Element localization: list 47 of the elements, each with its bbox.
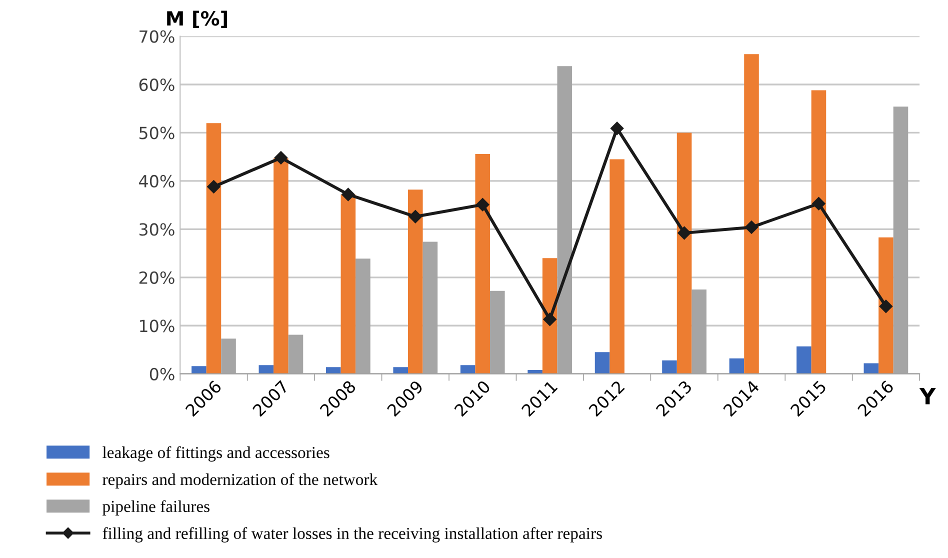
y-tick-label: 20%: [139, 271, 174, 284]
y-tick-label: 70%: [140, 30, 174, 43]
bar: [528, 370, 542, 374]
y-tick-label: 30%: [139, 223, 174, 236]
legend-label: repairs and modernization of the network: [102, 473, 378, 489]
bar: [340, 194, 356, 374]
y-tick-label: 0%: [150, 368, 174, 380]
bar: [475, 154, 490, 374]
y-tick-label: 10%: [140, 320, 174, 332]
point: [812, 197, 826, 210]
point: [342, 188, 355, 202]
bar: [206, 123, 222, 374]
bar: [274, 158, 288, 374]
legend-label: pipeline failures: [102, 500, 210, 516]
point: [678, 226, 691, 240]
x-axis-title: Y: [919, 388, 936, 404]
bar: [864, 363, 879, 374]
point: [543, 312, 556, 326]
y-tick-label: 50%: [140, 126, 174, 140]
point: [274, 151, 288, 164]
point: [610, 122, 624, 135]
point: [408, 210, 422, 224]
bar: [811, 90, 826, 374]
bar: [729, 358, 744, 374]
legend-label: leakage of fittings and accessories: [102, 446, 330, 462]
bar: [460, 365, 476, 374]
bar: [744, 54, 759, 374]
bar: [610, 159, 624, 374]
y-axis-title: M [%]: [167, 10, 228, 28]
point: [744, 220, 758, 234]
bar: [258, 365, 274, 374]
y-tick-label: 60%: [139, 78, 174, 92]
bar: [878, 237, 894, 374]
y-tick-label: 40%: [139, 174, 174, 188]
bar: [326, 367, 341, 374]
point: [476, 198, 490, 212]
bar: [408, 190, 423, 374]
bar: [662, 360, 677, 374]
bar: [393, 367, 408, 374]
legend-label: filling and refilling of water losses in the receiving installation after repairs: [102, 527, 602, 542]
bar: [594, 352, 610, 374]
bar: [676, 132, 692, 374]
bar: [542, 258, 558, 374]
bar: [192, 366, 206, 374]
point: [879, 300, 893, 313]
bar: [796, 346, 812, 374]
point: [207, 180, 220, 194]
